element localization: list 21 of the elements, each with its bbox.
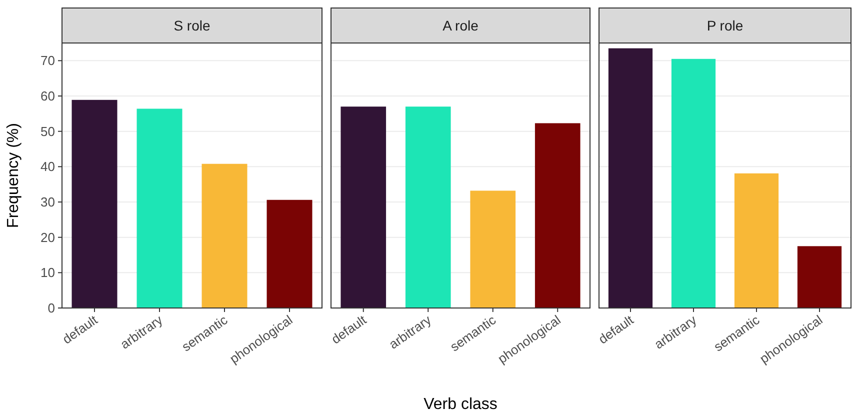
y-tick-label: 40: [40, 159, 55, 174]
bar: [797, 246, 842, 308]
y-tick-label: 0: [48, 300, 55, 316]
bar: [734, 173, 779, 308]
bar: [72, 100, 118, 308]
y-tick-label: 70: [40, 53, 55, 68]
x-axis-title: Verb class: [424, 396, 498, 413]
chart-title: S role: [174, 18, 210, 34]
chart-title: A role: [442, 18, 479, 34]
y-tick-label: 60: [40, 88, 55, 104]
y-tick-label: 20: [40, 230, 55, 245]
y-tick-label: 50: [40, 124, 55, 139]
bar: [671, 58, 716, 308]
bar: [608, 48, 653, 308]
bar: [266, 200, 312, 308]
y-tick-label: 10: [40, 265, 55, 280]
chart-title: P role: [706, 18, 744, 34]
bar: [202, 164, 248, 308]
bar: [136, 108, 182, 308]
y-tick-label: 30: [40, 194, 55, 210]
y-axis-title: Frequency (%): [5, 123, 22, 228]
